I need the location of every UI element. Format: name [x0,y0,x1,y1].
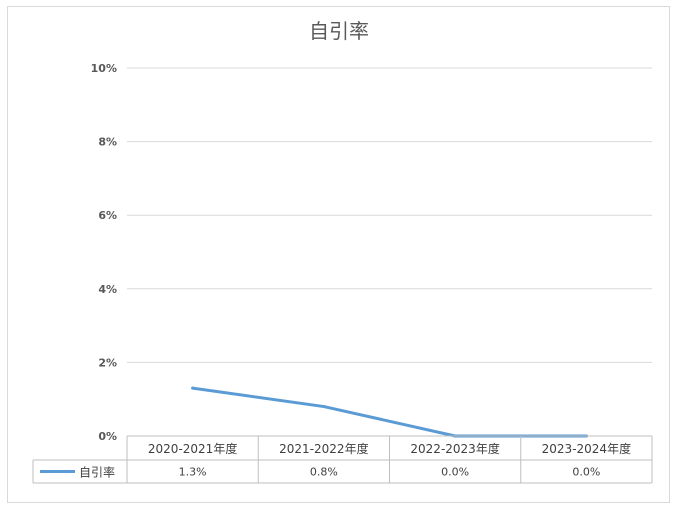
data-table-value: 1.3% [179,466,207,479]
y-tick-label: 10% [91,62,117,75]
category-label: 2023-2024年度 [542,441,631,456]
data-point [191,386,195,390]
data-point [322,405,326,409]
y-tick-label: 2% [98,356,117,369]
category-label: 2021-2022年度 [279,441,368,456]
chart-frame [7,6,670,503]
gridlines [127,67,652,363]
y-tick-label: 6% [98,209,117,222]
data-table-value: 0.0% [572,466,600,479]
y-tick-label: 4% [98,283,117,296]
y-tick-label: 8% [98,136,117,149]
data-table-value: 0.0% [441,466,469,479]
series-layer [191,386,588,438]
data-table-value: 0.8% [310,466,338,479]
category-label: 2020-2021年度 [148,441,237,456]
chart-title: 自引率 [309,19,369,43]
series-line [191,386,588,438]
category-label: 2022-2023年度 [410,441,499,456]
legend-series-name: 自引率 [79,465,115,480]
data-table: 2020-2021年度 2021-2022年度 2022-2023年度 2023-20… [32,435,653,484]
y-axis-ticks: 0% 2% 4% 6% 8% 10% [91,62,117,443]
y-tick-label: 0% [98,430,117,443]
